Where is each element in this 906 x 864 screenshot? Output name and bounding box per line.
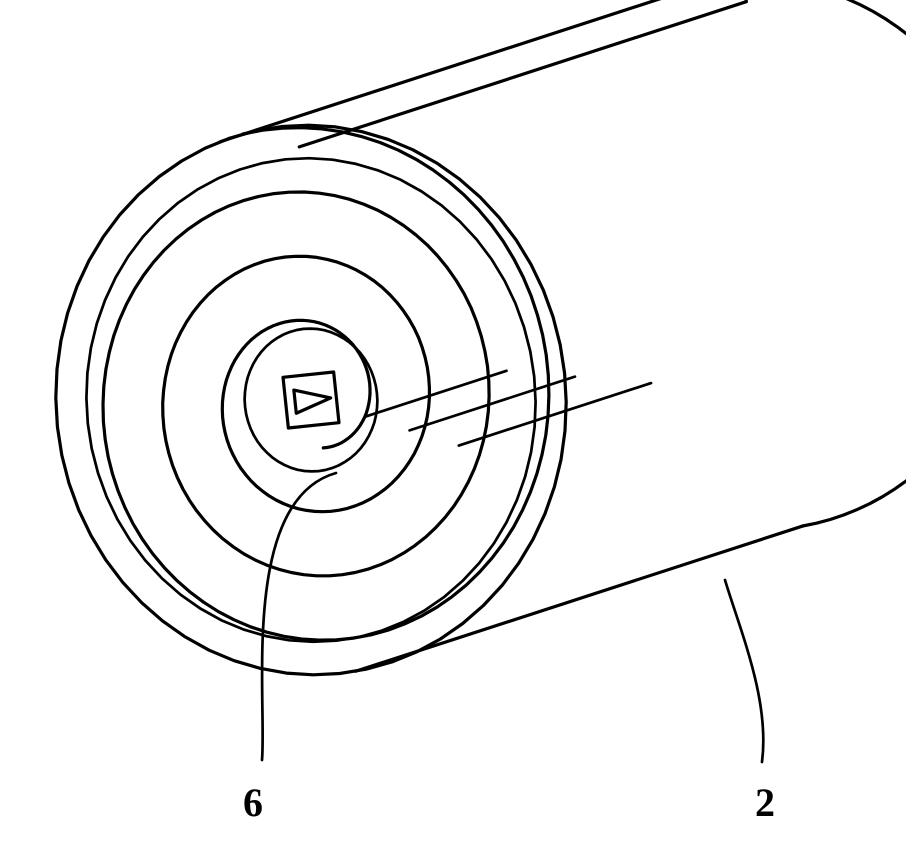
reference-numeral-6: 6: [243, 779, 263, 826]
reference-numeral-2: 2: [755, 779, 775, 826]
line-drawing-svg: [0, 0, 906, 859]
figure-canvas: 6 2: [0, 0, 906, 859]
